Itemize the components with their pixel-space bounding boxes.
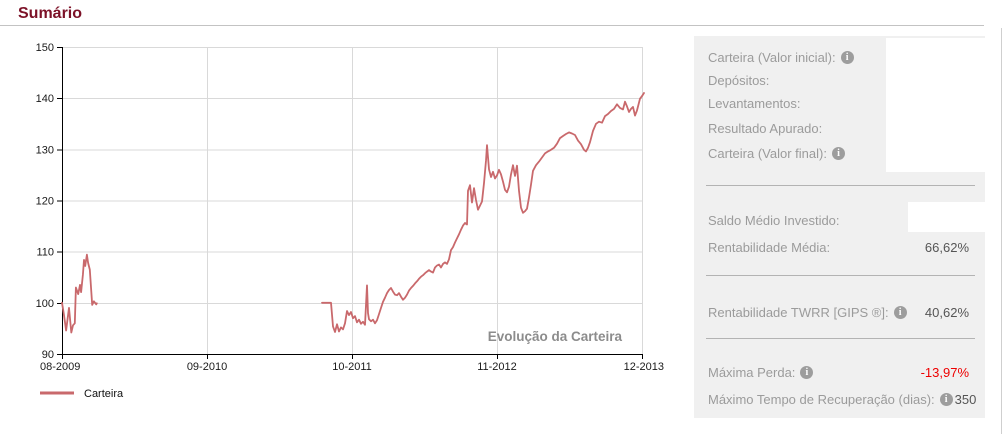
title-underline (0, 25, 984, 26)
info-icon[interactable]: i (800, 365, 814, 379)
info-icon[interactable]: i (840, 50, 854, 64)
y-tick-label: 110 (36, 247, 54, 259)
panel-label-saldo-medio-investido: Saldo Médio Investido: (708, 212, 840, 228)
y-tick-label: 150 (36, 42, 54, 54)
panel-value-maximo-tempo-recuperacao: 350 (954, 391, 977, 407)
chart-title: Evolução da Carteira (488, 329, 623, 344)
panel-row-maxima-perda: Máxima Perda: i -13,97% (708, 363, 969, 381)
summary-panel: Carteira (Valor inicial): i Depósitos: Leva… (694, 36, 985, 418)
panel-row-saldo-medio-investido: Saldo Médio Investido: (708, 211, 969, 229)
legend-label: Carteira (84, 388, 124, 400)
y-tick-label: 100 (36, 298, 54, 310)
right-edge-divider (1001, 28, 1002, 434)
panel-value-maxima-perda: -13,97% (920, 364, 969, 380)
x-tick-label: 08-2009 (40, 361, 80, 373)
panel-label-maximo-tempo-recuperacao: Máximo Tempo de Recuperação (dias): (708, 391, 935, 407)
panel-row-carteira-valor-final: Carteira (Valor final): i (708, 144, 969, 162)
panel-label-resultado-apurado: Resultado Apurado: (708, 120, 823, 136)
x-tick-label: 10-2011 (332, 361, 372, 373)
gridlines (62, 47, 643, 355)
panel-row-levantamentos: Levantamentos: (708, 94, 969, 112)
info-icon[interactable]: i (893, 305, 907, 319)
panel-divider (706, 338, 975, 339)
panel-label-maxima-perda: Máxima Perda: (708, 364, 796, 380)
panel-label-carteira-valor-final: Carteira (Valor final): (708, 145, 827, 161)
x-tick-label: 09-2010 (187, 361, 227, 373)
redacted-value-area (908, 202, 985, 232)
panel-label-depositos: Depósitos: (708, 72, 770, 88)
y-tick-label: 130 (36, 144, 54, 156)
panel-row-maximo-tempo-recuperacao: Máximo Tempo de Recuperação (dias): i 350 (708, 390, 976, 408)
info-icon[interactable]: i (939, 392, 953, 406)
panel-row-rentabilidade-media: Rentabilidade Média: 66,62% (708, 238, 969, 256)
y-tick-label: 140 (36, 93, 54, 105)
x-tick-label: 11-2012 (477, 361, 517, 373)
panel-row-carteira-valor-inicial: Carteira (Valor inicial): i (708, 48, 969, 66)
panel-divider (706, 185, 975, 186)
redacted-value-area (886, 38, 985, 172)
y-tick-label: 120 (36, 196, 54, 208)
carteira-line-series (321, 92, 645, 333)
panel-label-carteira-valor-inicial: Carteira (Valor inicial): (708, 49, 836, 65)
panel-divider (706, 275, 975, 276)
panel-label-levantamentos: Levantamentos: (708, 95, 801, 111)
panel-row-depositos: Depósitos: (708, 71, 969, 89)
info-icon[interactable]: i (831, 146, 845, 160)
carteira-line-series (61, 253, 98, 334)
y-tick-label: 90 (42, 349, 54, 361)
x-tick-label: 12-2013 (624, 361, 664, 373)
panel-value-rentabilidade-media: 66,62% (924, 239, 969, 255)
portfolio-evolution-chart: 150 140 130 120 110 100 90 08-2009 09-2010 10-201… (0, 30, 680, 434)
panel-label-rentabilidade-media: Rentabilidade Média: (708, 239, 831, 255)
panel-value-rentabilidade-twrr: 40,62% (924, 304, 969, 320)
panel-row-rentabilidade-twrr: Rentabilidade TWRR [GIPS ®]: i 40,62% (708, 303, 969, 321)
chart-legend: Carteira (40, 388, 124, 400)
page-title: Sumário (18, 5, 83, 22)
panel-row-resultado-apurado: Resultado Apurado: (708, 119, 969, 137)
panel-label-rentabilidade-twrr: Rentabilidade TWRR [GIPS ®]: (708, 304, 889, 320)
